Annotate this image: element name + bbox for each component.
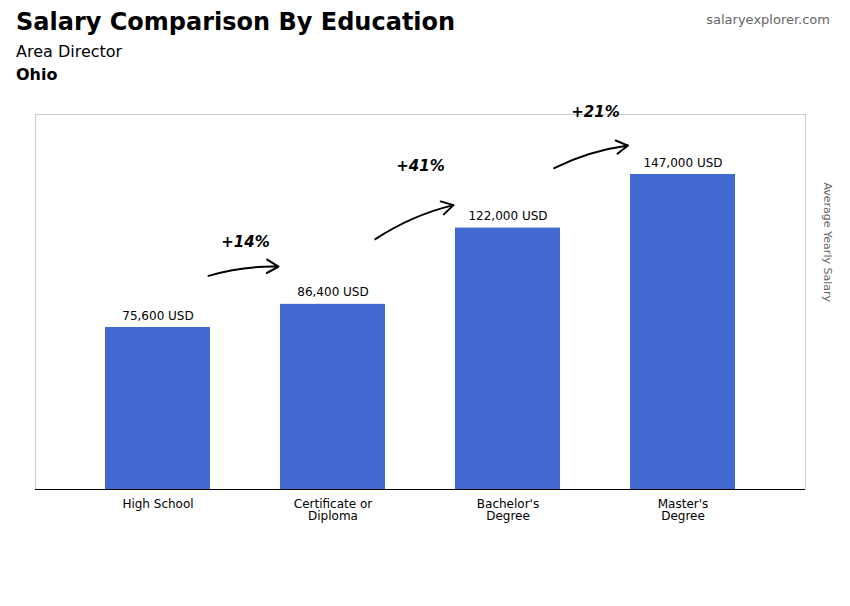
svg-text:High School: High School: [122, 497, 193, 511]
html-text:salaryexplorer.com: salaryexplorer.com: [706, 12, 830, 27]
svg-text:86,400 USD: 86,400 USD: [297, 285, 368, 299]
svg-text:147,000 USD: 147,000 USD: [643, 156, 722, 170]
html-text:Salary Comparison By Education: Salary Comparison By Education: [16, 8, 456, 36]
svg-text:75,600 USD: 75,600 USD: [122, 309, 193, 323]
svg-text:Average Yearly Salary: Average Yearly Salary: [821, 182, 834, 302]
html-text:Area Director: Area Director: [16, 42, 123, 61]
svg-text:Master'sDegree: Master'sDegree: [658, 497, 709, 523]
svg-text:+41%: +41%: [396, 157, 444, 175]
svg-text:Certificate orDiploma: Certificate orDiploma: [294, 497, 372, 523]
html-text:Ohio: Ohio: [16, 65, 58, 84]
svg-text:+14%: +14%: [221, 233, 269, 251]
svg-text:+21%: +21%: [571, 103, 619, 121]
svg-text:122,000 USD: 122,000 USD: [468, 209, 547, 223]
svg-text:Bachelor'sDegree: Bachelor'sDegree: [477, 497, 539, 523]
